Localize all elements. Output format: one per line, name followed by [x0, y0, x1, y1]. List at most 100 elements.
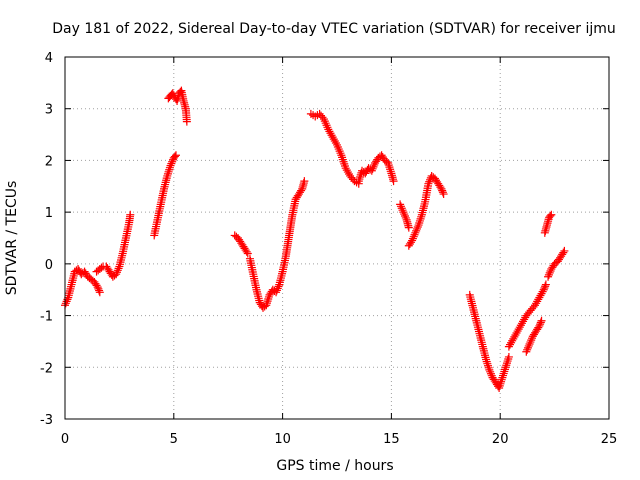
data-point-fill — [410, 230, 419, 239]
data-point-fill — [412, 224, 421, 233]
y-tick-label: -1 — [40, 310, 53, 325]
data-point-fill — [487, 371, 496, 380]
data-point-fill — [486, 367, 495, 376]
data-point — [539, 285, 548, 294]
data-point-fill — [61, 299, 70, 308]
y-tick-label: 0 — [45, 258, 53, 273]
data-point-fill — [534, 323, 543, 332]
data-point-fill — [92, 281, 101, 290]
data-point — [504, 352, 513, 361]
data-point-fill — [242, 247, 251, 256]
data-point — [171, 151, 180, 160]
x-tick-label: 20 — [492, 432, 509, 447]
data-point-fill — [95, 286, 104, 295]
data-point-fill — [170, 152, 179, 161]
data-point-fill — [523, 345, 532, 354]
data-point — [367, 166, 376, 175]
data-point-fill — [297, 186, 306, 195]
data-point — [535, 321, 544, 330]
data-point-fill — [401, 213, 410, 222]
data-point-fill — [370, 160, 379, 169]
data-point-fill — [409, 232, 418, 241]
data-point — [541, 280, 550, 289]
data-point-fill — [398, 206, 407, 215]
data-point — [544, 272, 553, 281]
data-point-fill — [559, 248, 568, 257]
data-point-fill — [425, 177, 434, 186]
data-point — [411, 228, 420, 237]
x-tick-label: 10 — [274, 432, 291, 447]
x-tick-label: 15 — [383, 432, 400, 447]
data-point-fill — [541, 282, 550, 291]
grid-lines — [65, 57, 609, 419]
data-point — [522, 347, 531, 356]
data-point — [389, 177, 398, 186]
data-point-fill — [546, 212, 555, 221]
data-point-fill — [113, 266, 122, 275]
data-point-fill — [331, 138, 340, 147]
y-tick-label: 4 — [45, 51, 53, 66]
data-point-fill — [369, 162, 378, 171]
data-point-fill — [436, 183, 445, 192]
data-point — [396, 200, 405, 209]
data-point-fill — [62, 297, 71, 306]
data-point — [525, 340, 534, 349]
data-point-fill — [400, 210, 409, 219]
data-point — [166, 161, 175, 170]
data-point-fill — [368, 164, 377, 173]
data-point-fill — [114, 264, 123, 273]
data-point — [439, 190, 448, 199]
data-point-fill — [526, 338, 535, 347]
data-points — [61, 86, 569, 392]
data-point-fill — [536, 318, 545, 327]
x-tick-label: 25 — [601, 432, 618, 447]
data-point — [437, 184, 446, 193]
data-point — [112, 270, 121, 279]
y-axis-label: SDTVAR / TECUs — [4, 181, 20, 296]
data-point — [399, 208, 408, 217]
data-point-fill — [528, 334, 537, 343]
data-point-fill — [527, 336, 536, 345]
data-point — [485, 365, 494, 374]
data-point-fill — [396, 202, 405, 211]
data-point-fill — [486, 369, 495, 378]
data-point-fill — [272, 286, 281, 295]
data-point-fill — [273, 284, 282, 293]
data-point-fill — [538, 287, 547, 296]
data-point — [93, 283, 102, 292]
data-point-fill — [408, 234, 417, 243]
x-tick-label: 5 — [170, 432, 178, 447]
data-point-fill — [544, 270, 553, 279]
data-point — [126, 210, 135, 219]
data-point-fill — [540, 283, 549, 292]
data-point-fill — [167, 159, 176, 168]
data-point-fill — [413, 223, 422, 232]
y-tick-label: -2 — [40, 361, 53, 376]
data-point-fill — [112, 268, 121, 277]
data-point-fill — [401, 212, 409, 221]
y-tick-label: 3 — [45, 103, 53, 118]
data-point-fill — [438, 186, 447, 195]
x-axis-label: GPS time / hours — [276, 458, 393, 474]
data-point — [243, 249, 252, 258]
data-point-fill — [524, 341, 533, 350]
data-point-fill — [523, 343, 532, 352]
data-point-fill — [536, 320, 545, 329]
y-tick-label: -3 — [40, 413, 53, 428]
data-point — [424, 179, 433, 188]
data-point-fill — [406, 238, 415, 247]
data-point-fill — [94, 284, 103, 293]
plot-frame — [64, 56, 610, 420]
data-point — [300, 177, 309, 186]
data-point — [95, 288, 104, 297]
y-tick-label: 2 — [45, 154, 53, 169]
x-tick-label: 0 — [61, 432, 69, 447]
data-point-fill — [397, 204, 406, 213]
data-point-fill — [438, 188, 447, 197]
data-point — [404, 223, 413, 232]
data-point — [560, 246, 569, 255]
data-point — [537, 316, 546, 325]
data-point-fill — [412, 226, 421, 235]
